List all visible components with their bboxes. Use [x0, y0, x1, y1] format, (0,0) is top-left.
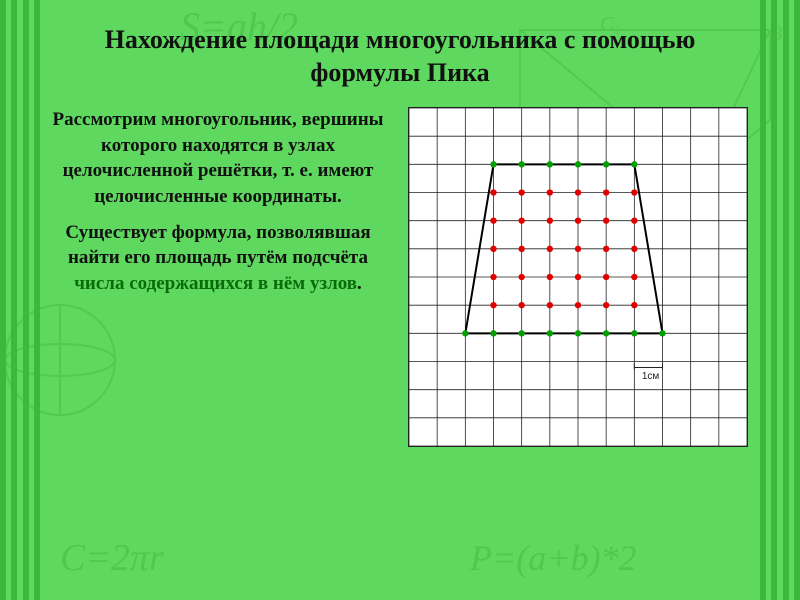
content-row: Рассмотрим многоугольник, вершины которо…	[48, 107, 752, 447]
para2-highlight: числа содержащихся в нём узлов	[74, 273, 357, 294]
slide-title: Нахождение площади многоугольника с помо…	[48, 24, 752, 89]
para2-pre: Существует формула, позволявшая найти ег…	[65, 222, 370, 269]
lattice-grid: 1см	[408, 107, 748, 447]
grid-svg	[409, 108, 747, 446]
grid-column: 1см	[404, 107, 752, 447]
text-column: Рассмотрим многоугольник, вершины которо…	[48, 107, 388, 306]
paragraph-1: Рассмотрим многоугольник, вершины которо…	[48, 107, 388, 210]
para2-post: .	[357, 273, 362, 294]
paragraph-2: Существует формула, позволявшая найти ег…	[48, 220, 388, 297]
slide: Нахождение площади многоугольника с помо…	[0, 0, 800, 600]
scale-label: 1см	[642, 371, 659, 382]
